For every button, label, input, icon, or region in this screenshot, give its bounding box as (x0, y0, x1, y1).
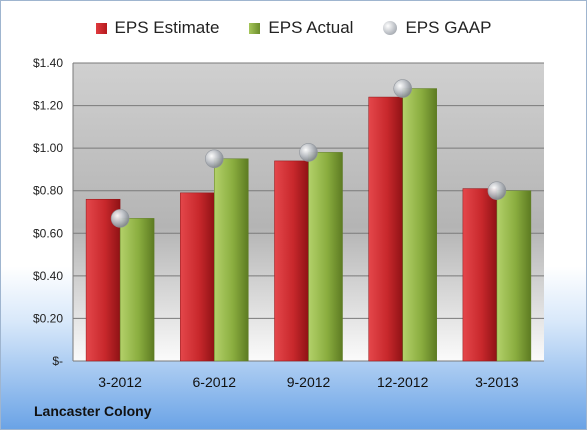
bar-eps-estimate (180, 192, 215, 362)
x-tick-label: 6-2012 (193, 374, 237, 390)
legend-label-actual: EPS Actual (268, 18, 354, 37)
bar-eps-actual (119, 218, 155, 362)
marker-eps-gaap (393, 79, 413, 98)
legend-item-eps-estimate: EPS Estimate (95, 18, 220, 38)
bar-eps-estimate (368, 96, 403, 362)
bar-eps-actual (214, 158, 249, 362)
legend-swatch-actual (249, 22, 261, 34)
legend-swatch-estimate (95, 22, 107, 34)
y-tick-label: $0.20 (33, 311, 63, 325)
y-tick-label: $1.20 (33, 99, 63, 113)
x-tick-label: 3-2012 (98, 374, 142, 390)
bar-eps-estimate (274, 160, 309, 362)
y-tick-label: $- (52, 354, 63, 368)
chart-legend: EPS Estimate EPS Actual EPS GAAP (1, 18, 586, 38)
company-name: Lancaster Colony (34, 403, 152, 419)
legend-item-eps-gaap: EPS GAAP (383, 18, 491, 38)
legend-item-eps-actual: EPS Actual (249, 18, 353, 38)
bar-eps-actual (496, 190, 532, 362)
bar-eps-actual (308, 152, 343, 362)
y-tick-label: $0.80 (33, 184, 63, 198)
marker-eps-gaap (110, 209, 130, 228)
bar-eps-actual (402, 88, 437, 362)
legend-label-estimate: EPS Estimate (114, 18, 220, 37)
y-tick-label: $0.40 (33, 269, 63, 283)
y-tick-label: $1.00 (33, 141, 63, 155)
x-tick-label: 12-2012 (377, 374, 429, 390)
legend-label-gaap: EPS GAAP (405, 18, 492, 37)
y-tick-label: $0.60 (33, 226, 63, 240)
marker-eps-gaap (299, 143, 318, 162)
legend-swatch-gaap (383, 21, 398, 35)
x-tick-label: 3-2013 (475, 374, 519, 390)
bar-eps-estimate (462, 188, 498, 362)
x-tick-label: 9-2012 (287, 374, 331, 390)
marker-eps-gaap (487, 181, 507, 201)
marker-eps-gaap (205, 149, 224, 169)
y-tick-label: $1.40 (33, 56, 63, 70)
